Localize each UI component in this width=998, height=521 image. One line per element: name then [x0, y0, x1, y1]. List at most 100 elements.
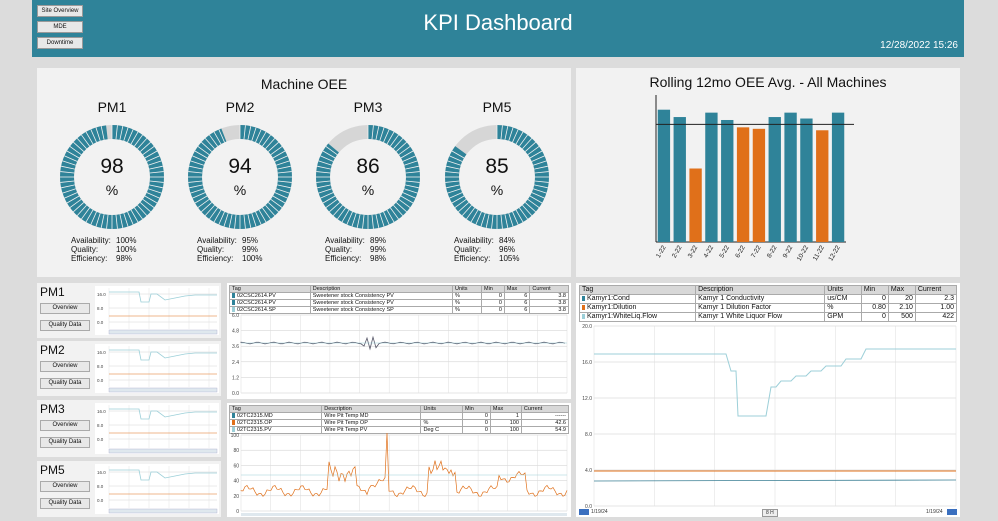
pm-panel-pm5: PM5 Overview Quality Data 16.0 8.0 0.0	[37, 461, 221, 517]
gauge-segment-divider	[534, 180, 549, 183]
gauge-segment-divider	[400, 195, 414, 204]
trend2-scrollbar	[241, 513, 567, 516]
gauge-segment-divider	[320, 155, 334, 162]
table-header: Min	[480, 285, 505, 293]
efficiency-value: 105%	[499, 254, 520, 263]
pm-mini-trend[interactable]: 16.0 8.0 0.0	[95, 403, 219, 454]
gauge-segment-divider	[130, 131, 139, 145]
gauge-segment-divider	[529, 150, 543, 159]
table-row[interactable]: 02CSC2614.SP Sweetener stock Consistency…	[229, 306, 569, 314]
gauge-segment-divider	[61, 165, 75, 170]
gauge-segment-divider	[466, 207, 475, 220]
gauge-segment-divider	[270, 199, 283, 208]
units-cell: %	[452, 306, 482, 314]
min-cell: 0.80	[860, 303, 889, 313]
gauge-segment-divider	[529, 195, 543, 204]
gauge-segment-divider	[449, 155, 463, 162]
gauge-segment-divider	[527, 146, 540, 155]
overview-button[interactable]: Overview	[40, 303, 90, 314]
pm-mini-trend[interactable]: 16.0 8.0 0.0	[95, 286, 219, 335]
quality-label: Quality:	[325, 245, 353, 254]
gauge-segment-divider	[243, 214, 246, 229]
trend-back-button[interactable]	[579, 509, 589, 515]
gauge-segment-divider	[218, 211, 225, 225]
table-header: Tag	[228, 405, 323, 413]
table-row[interactable]: Kamyr1:Cond Kamyr 1 Conductivity us/CM 0…	[578, 294, 958, 304]
trend-span-control[interactable]: 8 H	[762, 509, 778, 517]
mini-tick-label: 8.0	[97, 484, 104, 489]
table-row[interactable]: 02TC2315.OP Wire Pit Temp OP % 0 100 42.…	[228, 419, 570, 427]
gauge-segment-divider	[137, 138, 148, 150]
x-tick-label: 8-22	[766, 244, 779, 259]
overview-button[interactable]: Overview	[40, 420, 90, 431]
quality-data-button[interactable]: Quality Data	[40, 437, 90, 448]
gauge-segment-divider	[243, 125, 246, 140]
mini-scrollbar	[108, 448, 218, 454]
table-row[interactable]: 02CSC2614.PV Sweetener stock Consistency…	[229, 299, 569, 307]
gauge-segment-divider	[451, 150, 465, 159]
bar-5-22	[721, 119, 734, 242]
table-header: Max	[489, 405, 522, 413]
table-row[interactable]: Kamyr1:Dilution Kamyr 1 Dilution Factor …	[578, 303, 958, 313]
gauge-segment-divider	[142, 199, 155, 208]
trend-tick-label: 12.0	[582, 396, 592, 402]
mini-tick-label: 0.0	[97, 378, 104, 383]
tag-text: 02CSC2614.SP	[237, 307, 276, 313]
gauge-segment-divider	[61, 184, 75, 189]
availability-value: 100%	[116, 236, 137, 245]
gauge-segment-divider	[213, 209, 222, 223]
gauge-segment-divider	[475, 211, 482, 225]
gauge-segment-divider	[223, 213, 229, 227]
efficiency-value: 98%	[370, 254, 387, 263]
mde-button[interactable]: MDE	[37, 21, 83, 33]
overview-button[interactable]: Overview	[40, 481, 90, 492]
quality-data-button[interactable]: Quality Data	[40, 320, 90, 331]
table-row[interactable]: 02TC2315.MD Wire Pit Temp MD 0 1 ------	[228, 412, 570, 420]
page-title: KPI Dashboard	[423, 10, 573, 35]
gauge-segment-divider	[531, 192, 545, 199]
efficiency-label: Efficiency:	[197, 254, 234, 263]
mini-tick-label: 16.0	[97, 409, 106, 414]
pm-mini-trend[interactable]: 16.0 8.0 0.0	[95, 464, 219, 514]
downtime-button[interactable]: Downtime	[37, 37, 83, 49]
units-cell: us/CM	[824, 294, 862, 304]
table-row[interactable]: 02TC2315.PV Wire Pit Temp PV Deg C 0 100…	[228, 426, 570, 434]
wire-pit-trend-chart[interactable]: 100 80 60 40 20 0	[227, 429, 571, 517]
gauge-segment-divider	[534, 165, 548, 170]
availability-value: 89%	[370, 236, 387, 245]
gauge-segment-divider	[134, 134, 143, 147]
wire-pit-tag-table: Tag Description Units Min Max Current 02TC231…	[228, 405, 570, 434]
gauge-segment-divider	[189, 165, 203, 170]
efficiency-label: Efficiency:	[325, 254, 362, 263]
site-overview-button[interactable]: Site Overview	[37, 5, 83, 17]
overview-button[interactable]: Overview	[40, 361, 90, 372]
tag-cell: 02TC2315.MD	[228, 412, 323, 420]
gauge-segment-divider	[371, 214, 374, 229]
pm-mini-trend[interactable]: 16.0 8.0 0.0	[95, 344, 219, 393]
gauge-segment-divider	[383, 129, 390, 143]
bar-8-22	[768, 117, 781, 242]
mini-trend-line	[109, 408, 217, 420]
gauge-segment-divider	[66, 195, 80, 204]
quality-value: 100%	[116, 245, 137, 254]
table-row[interactable]: Kamyr1:WhiteLiq.Flow Kamyr 1 White Liquo…	[578, 312, 958, 322]
quality-data-button[interactable]: Quality Data	[40, 378, 90, 389]
gauge-segment-divider	[362, 214, 365, 229]
availability-label: Availability:	[71, 236, 111, 245]
wire-pit-op-line	[240, 432, 568, 498]
gauge-segment-divider	[149, 171, 164, 174]
gauge-segment-divider	[508, 213, 514, 227]
quality-data-button[interactable]: Quality Data	[40, 498, 90, 509]
gauge-segment-divider	[146, 192, 160, 199]
consistency-trend-chart[interactable]: 6.0 4.8 3.6 2.4 1.2 0.0	[227, 309, 571, 399]
gauge-segment-divider	[272, 195, 286, 204]
trend-forward-button[interactable]	[947, 509, 957, 515]
table-row[interactable]: 02CSC2614.PV Sweetener stock Consistency…	[229, 292, 569, 300]
tag-text: 02CSC2614.PV	[237, 293, 276, 299]
kamyr-trend-chart[interactable]: 20.0 16.0 12.0 8.0 4.0 0.0	[576, 321, 960, 516]
gauge-segment-divider	[81, 207, 90, 220]
x-tick-label: 2-22	[671, 244, 684, 259]
gauge-segment-divider	[258, 131, 267, 145]
gauge-stats: Availability: 95% Quality: 99% Efficiency:…	[197, 236, 262, 263]
gauge-segment-divider	[76, 204, 87, 216]
